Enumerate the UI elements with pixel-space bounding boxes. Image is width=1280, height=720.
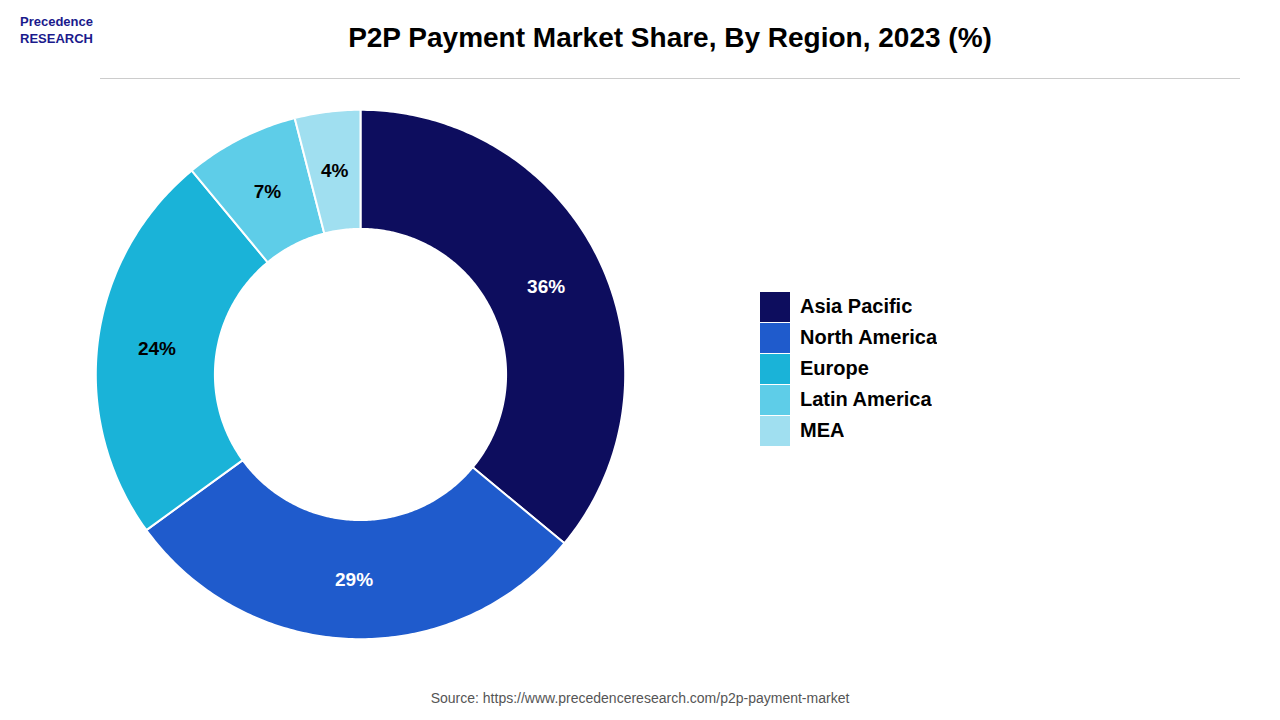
html-text:Latin America: Latin America: [800, 388, 932, 410]
html-text:Asia Pacific: Asia Pacific: [800, 295, 913, 317]
html-text:Precedence RESEARCH: Precedence RESEARCH: [20, 14, 93, 46]
svg-text:4%: 4%: [321, 160, 349, 181]
svg-text:36%: 36%: [527, 276, 565, 297]
svg-text:7%: 7%: [254, 181, 282, 202]
html-text:North America: North America: [800, 326, 938, 348]
svg-text:29%: 29%: [335, 569, 373, 590]
html-text:Source: https://www.precedence: Source: https://www.precedenceresearch.c…: [430, 690, 850, 706]
html-text:MEA: MEA: [800, 419, 845, 441]
html-text:P2P Payment Market Share, By R: P2P Payment Market Share, By Region, 202…: [348, 22, 992, 53]
html-text:Europe: Europe: [800, 357, 869, 379]
svg-text:24%: 24%: [138, 338, 176, 359]
